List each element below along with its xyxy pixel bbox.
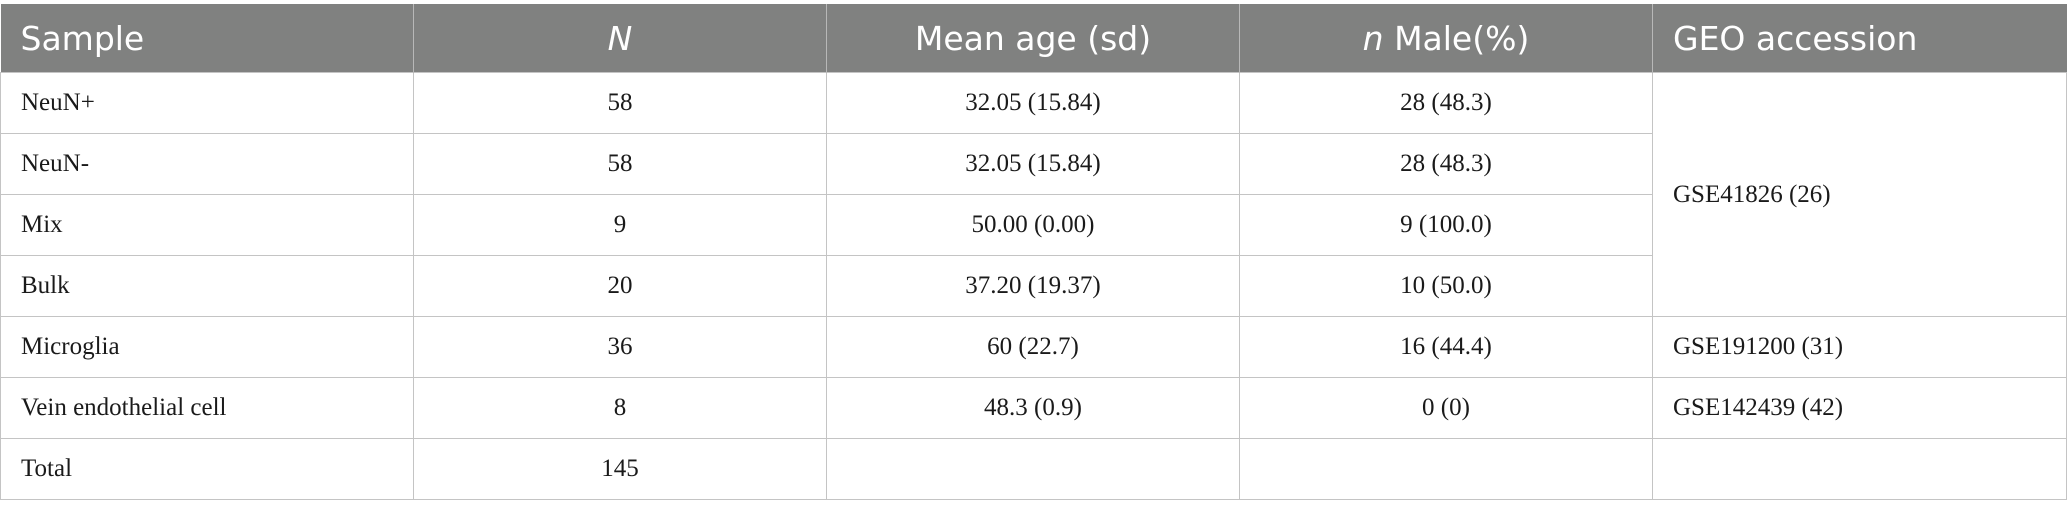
header-n-male-suffix: Male(%): [1383, 18, 1530, 58]
cell-n: 36: [413, 316, 827, 378]
cell-sample: Microglia: [0, 316, 414, 378]
cell-geo-accession: GSE142439 (42): [1652, 377, 2067, 439]
cell-n-male: [1239, 438, 1653, 500]
cell-n-male: 9 (100.0): [1239, 194, 1653, 256]
cell-n-male: 28 (48.3): [1239, 133, 1653, 195]
cell-n-male: 16 (44.4): [1239, 316, 1653, 378]
cell-mean-age: 50.00 (0.00): [826, 194, 1240, 256]
cell-geo-accession: [1652, 438, 2067, 500]
cell-sample: NeuN-: [0, 133, 414, 195]
cell-n: 8: [413, 377, 827, 439]
sample-table-container: Sample N Mean age (sd) n Male(%) GEO acc…: [0, 4, 2067, 500]
cell-sample: Mix: [0, 194, 414, 256]
cell-sample: Bulk: [0, 255, 414, 317]
cell-n-male: 0 (0): [1239, 377, 1653, 439]
cell-mean-age: [826, 438, 1240, 500]
header-geo-accession: GEO accession: [1652, 4, 2067, 73]
cell-n: 145: [413, 438, 827, 500]
cell-sample: Total: [0, 438, 414, 500]
table-row-total: Total 145: [0, 438, 2067, 500]
cell-n-male: 28 (48.3): [1239, 72, 1653, 134]
table-header-row: Sample N Mean age (sd) n Male(%) GEO acc…: [0, 4, 2067, 73]
cell-mean-age: 48.3 (0.9): [826, 377, 1240, 439]
table-row: NeuN+ 58 32.05 (15.84) 28 (48.3) GSE4182…: [0, 72, 2067, 317]
header-sample: Sample: [0, 4, 414, 73]
header-n-male: n Male(%): [1239, 4, 1653, 73]
cell-mean-age: 60 (22.7): [826, 316, 1240, 378]
cell-sample: Vein endothelial cell: [0, 377, 414, 439]
sample-table: Sample N Mean age (sd) n Male(%) GEO acc…: [0, 4, 2067, 500]
cell-sample: NeuN+: [0, 72, 414, 134]
cell-n: 9: [413, 194, 827, 256]
cell-n-male: 10 (50.0): [1239, 255, 1653, 317]
cell-n: 58: [413, 72, 827, 134]
cell-mean-age: 37.20 (19.37): [826, 255, 1240, 317]
header-n: N: [413, 4, 827, 73]
cell-geo-accession: GSE191200 (31): [1652, 316, 2067, 378]
table-row: Bulk 20 37.20 (19.37) 10 (50.0): [0, 255, 2067, 317]
cell-n: 20: [413, 255, 827, 317]
cell-n: 58: [413, 133, 827, 195]
table-row: Microglia 36 60 (22.7) 16 (44.4) GSE1912…: [0, 316, 2067, 378]
table-row: Vein endothelial cell 8 48.3 (0.9) 0 (0)…: [0, 377, 2067, 439]
cell-mean-age: 32.05 (15.84): [826, 72, 1240, 134]
cell-mean-age: 32.05 (15.84): [826, 133, 1240, 195]
header-n-label: N: [607, 18, 633, 58]
header-mean-age: Mean age (sd): [826, 4, 1240, 73]
header-n-male-prefix: n: [1362, 18, 1384, 58]
table-row: Mix 9 50.00 (0.00) 9 (100.0): [0, 194, 2067, 256]
cell-geo-accession-merged: GSE41826 (26): [1652, 72, 2067, 317]
